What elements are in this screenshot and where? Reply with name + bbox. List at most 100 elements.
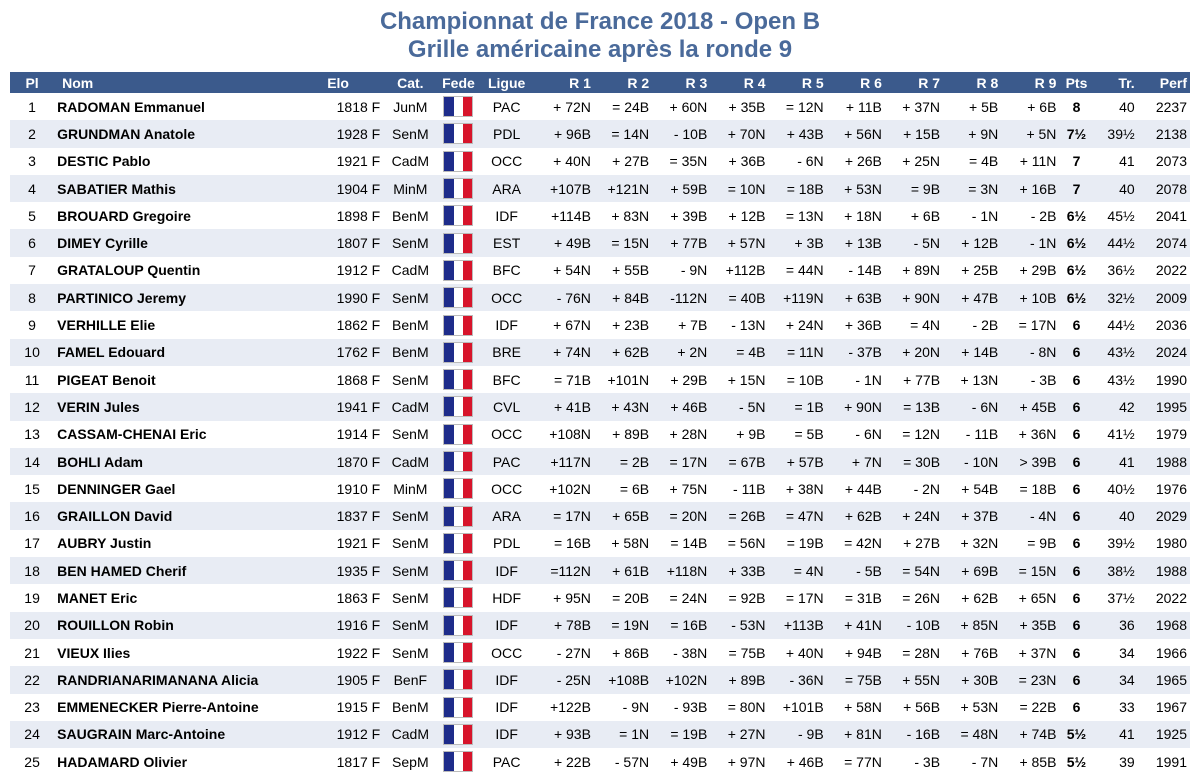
round-result-r2: + 23B: [612, 317, 650, 334]
round-result-r4: = 92B: [728, 589, 766, 606]
round-result-r1: + 95N: [553, 589, 591, 606]
category-cell: CadM: [391, 262, 429, 279]
round-result-r9: = 22B: [1019, 699, 1057, 716]
round-result-r6: + 62B: [826, 502, 885, 530]
performance-cell: 2041: [1155, 207, 1187, 224]
col-r2: R 2: [593, 72, 653, 93]
league-cell: PAC: [492, 98, 521, 115]
round-result-r5: + 38N: [785, 480, 824, 497]
elo-cell: 1837 F: [292, 502, 384, 530]
col-fede: Fede: [437, 72, 480, 93]
round-result-r6: = 42N: [844, 535, 882, 552]
elo-cell: 1905 F: [292, 666, 384, 694]
round-result-r2: + 61B: [593, 557, 653, 585]
round-result-r3: + 49B: [670, 753, 708, 770]
round-result-r6: + 56N: [826, 120, 885, 148]
league-cell: OCC: [491, 644, 523, 661]
federation-cell: [437, 557, 480, 585]
round-result-r5: = 12N: [785, 98, 824, 115]
table-row: 12 VERIN Jules 1941 F CadM CVL + 41B + 43N + 46…: [10, 393, 1190, 421]
round-result-r1: - 25N: [533, 666, 594, 694]
col-r7: R 7: [884, 72, 944, 93]
category-cell: CadM: [391, 153, 429, 170]
rank-cell: 5: [28, 207, 36, 224]
round-result-r9: + 45B: [1001, 393, 1060, 421]
performance-cell: 1991: [1155, 753, 1187, 770]
round-result-r5: - 6N: [797, 153, 824, 170]
table-row: 1 RADOMAN Emmanuel 1818 F JunM PAC + 72N = 24B…: [10, 93, 1190, 120]
points-cell: 6½: [1066, 262, 1087, 279]
round-result-r6: - 6N: [855, 426, 882, 443]
round-result-r3: = 19B: [652, 720, 711, 749]
round-result-r5: = 19B: [786, 535, 824, 552]
round-result-r6: = 31B: [844, 589, 882, 606]
round-result-r8: + 54B: [961, 480, 999, 497]
category-cell: SepM: [392, 753, 429, 770]
round-result-r3: + 77B: [652, 229, 711, 257]
elo-cell: 1898 F: [336, 207, 381, 224]
round-result-r3: -112N: [652, 284, 711, 312]
round-result-r2: + 43N: [593, 393, 653, 421]
round-result-r4: = 26B: [710, 502, 769, 530]
tiebreak-cell: 34: [1119, 644, 1135, 661]
table-row: 23 EMMENECKER Pierre-Antoine 1915 F BenM IDF…: [10, 694, 1190, 721]
table-row: 11 PIGEAT Benoit 1868 F SenM BFC = 71B +101N + …: [10, 366, 1190, 393]
category-cell: SenM: [392, 644, 429, 661]
round-result-r4: + 12B: [728, 207, 766, 224]
round-result-r4: = 67B: [710, 447, 769, 476]
round-result-r9: - 8N: [1001, 338, 1060, 366]
round-result-r9: = 17N: [1018, 317, 1057, 334]
round-result-r4: = 75B: [728, 644, 766, 661]
tiebreak-cell: 41½: [1107, 426, 1135, 443]
round-result-r1: + 40N: [553, 153, 591, 170]
round-result-r8: - 2B: [972, 317, 999, 334]
rank-cell: 2: [10, 120, 55, 148]
round-result-r5: = 18B: [768, 174, 827, 203]
round-result-r2: + 83N: [611, 207, 650, 224]
points-cell: 7½: [1059, 120, 1094, 148]
elo-cell: 1910 F: [336, 480, 381, 497]
round-result-r7: = 4N: [910, 317, 941, 334]
round-result-r1: +108N: [549, 426, 591, 443]
france-flag-icon: [443, 751, 474, 773]
round-result-r1: + 74N: [533, 338, 594, 366]
elo-cell: 1935 F: [292, 557, 384, 585]
table-row: 13 CASSAM-CHENAI Eric 1914 F SenM OCC +108N + …: [10, 421, 1190, 448]
tiebreak-cell: 44½: [1107, 317, 1135, 334]
round-result-r7: - 16B: [884, 720, 944, 749]
table-row: 8 PARTINICO Jeremy 1990 F SenM OCC - 76N + 84B…: [10, 284, 1190, 312]
france-flag-icon: [443, 587, 474, 609]
table-row: 3 DESTIC Pablo 1921 F CadM OCC + 40N + 27B = 35…: [10, 148, 1190, 175]
rank-cell: 8: [10, 284, 55, 312]
round-result-r5: = 11N: [768, 338, 827, 366]
tiebreak-cell: 39½: [1093, 120, 1138, 148]
federation-cell: [437, 584, 479, 611]
round-result-r6: + 81N: [826, 720, 885, 749]
federation-cell: [437, 748, 479, 775]
round-result-r5: = 13N: [785, 207, 824, 224]
france-flag-icon: [443, 369, 474, 391]
round-result-r1: +114B: [551, 207, 591, 224]
round-result-r3: + 2N: [652, 338, 711, 366]
league-cell: IDF: [495, 699, 518, 716]
tiebreak-cell: 33: [1119, 699, 1135, 716]
performance-cell: 2022: [1155, 262, 1187, 279]
round-result-r1: + 72N: [553, 98, 591, 115]
points-cell: 6½: [1059, 284, 1094, 312]
player-name: PIGEAT Benoit: [57, 371, 156, 388]
points-cell: 6: [1059, 611, 1094, 639]
round-result-r7: + 56B: [903, 699, 941, 716]
round-result-r9: - 4N: [1001, 502, 1060, 530]
table-row: 17 AUBRY Justin 1921 F SenM PDL = 16B + 58N = 1…: [10, 530, 1190, 557]
round-result-r7: = 30B: [884, 447, 944, 476]
round-result-r8: - 6N: [943, 393, 1002, 421]
france-flag-icon: [443, 123, 474, 145]
elo-cell: 1862 F: [336, 317, 381, 334]
tiebreak-cell: 40: [1119, 98, 1135, 115]
round-result-r5: = 5B: [794, 426, 824, 443]
league-cell: BFC: [492, 262, 521, 279]
table-row: 2 GRUNDMAN Anatole 1928 F SenM PDL + 96B = 14N…: [10, 120, 1190, 148]
rank-cell: 22: [10, 666, 55, 694]
rank-cell: 15: [24, 480, 40, 497]
round-result-r7: = 54N: [884, 557, 944, 585]
